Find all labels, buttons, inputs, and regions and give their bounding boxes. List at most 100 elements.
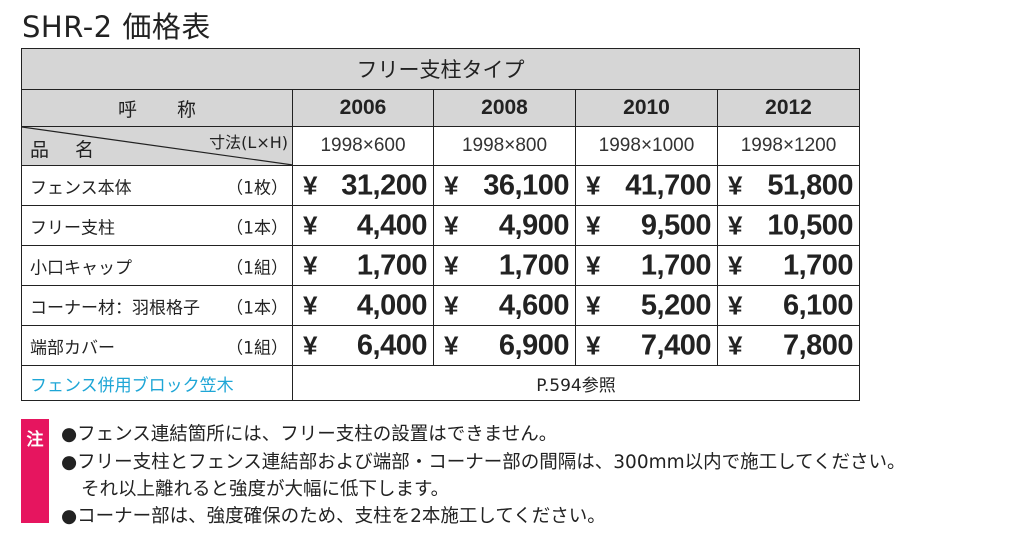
yen-sign: ¥: [586, 330, 601, 360]
column-code: 2012: [716, 89, 861, 127]
note-badge: 注: [21, 419, 49, 523]
yen-sign: ¥: [444, 170, 459, 200]
item-name: フェンス本体: [30, 178, 132, 198]
notes-section: 注 ●フェンス連結箇所には、フリー支柱の設置はできません。 ●フリー支柱とフェン…: [21, 419, 1011, 527]
price-amount: 7,800: [782, 329, 854, 361]
price-cell: ¥6,400: [292, 325, 434, 366]
column-code: 2006: [292, 89, 434, 127]
price-amount: 36,100: [483, 169, 569, 201]
price-cell: ¥4,900: [433, 205, 576, 246]
item-name: 端部カバー: [30, 338, 115, 358]
table-row: コーナー材：羽根格子 （1本） ¥4,000 ¥4,600 ¥5,200 ¥6,100: [21, 285, 861, 326]
yen-sign: ¥: [586, 290, 601, 320]
yen-sign: ¥: [303, 250, 318, 280]
price-amount: 7,400: [640, 329, 712, 361]
yen-sign: ¥: [303, 170, 318, 200]
yen-sign: ¥: [303, 290, 318, 320]
price-amount: 1,700: [356, 249, 428, 281]
diagonal-divider: [22, 127, 292, 165]
note-line: それ以上離れると強度が大幅に低下します。: [81, 479, 450, 500]
block-coping-link[interactable]: フェンス併用ブロック笠木: [21, 365, 293, 401]
price-amount: 5,200: [640, 289, 712, 321]
item-cell: 小口キャップ （1組）: [21, 245, 293, 286]
item-cell: フリー支柱 （1本）: [21, 205, 293, 246]
price-cell: ¥51,800: [716, 165, 861, 206]
price-amount: 1,700: [782, 249, 854, 281]
note-line: ●コーナー部は、強度確保のため、支柱を2本施工してください。: [61, 506, 606, 527]
price-amount: 4,400: [356, 209, 428, 241]
yen-sign: ¥: [586, 210, 601, 240]
yen-sign: ¥: [444, 210, 459, 240]
note-line: ●フェンス連結箇所には、フリー支柱の設置はできません。: [61, 424, 558, 445]
column-size: 1998×1200: [716, 126, 861, 166]
table-row: フェンス本体 （1枚） ¥31,200 ¥36,100 ¥41,700 ¥51,800: [21, 165, 861, 206]
yen-sign: ¥: [586, 250, 601, 280]
price-amount: 4,000: [356, 289, 428, 321]
item-cell: コーナー材：羽根格子 （1本）: [21, 285, 293, 326]
price-amount: 31,200: [341, 169, 427, 201]
price-amount: 41,700: [625, 169, 711, 201]
table-row: 端部カバー （1組） ¥6,400 ¥6,900 ¥7,400 ¥7,800: [21, 325, 861, 366]
price-cell: ¥1,700: [292, 245, 434, 286]
item-unit: （1本）: [226, 298, 288, 318]
price-cell: ¥7,400: [575, 325, 718, 366]
price-amount: 4,900: [498, 209, 570, 241]
note-line: ●フリー支柱とフェンス連結部および端部・コーナー部の間隔は、300mm以内で施工…: [61, 452, 906, 473]
column-size: 1998×1000: [575, 126, 718, 166]
yen-sign: ¥: [303, 330, 318, 360]
item-unit: （1組）: [226, 258, 288, 278]
price-cell: ¥1,700: [716, 245, 861, 286]
price-cell: ¥4,000: [292, 285, 434, 326]
price-cell: ¥5,200: [575, 285, 718, 326]
price-amount: 51,800: [767, 169, 854, 201]
price-cell: ¥41,700: [575, 165, 718, 206]
yen-sign: ¥: [444, 290, 459, 320]
header-label: 呼称: [21, 89, 293, 127]
price-cell: ¥1,700: [575, 245, 718, 286]
item-unit: （1枚）: [226, 178, 288, 198]
yen-sign: ¥: [728, 170, 743, 200]
item-name: 小口キャップ: [30, 258, 132, 278]
price-cell: ¥4,400: [292, 205, 434, 246]
price-cell: ¥6,900: [433, 325, 576, 366]
item-label: 品名: [30, 139, 121, 161]
price-amount: 6,100: [782, 289, 854, 321]
table-row: 小口キャップ （1組） ¥1,700 ¥1,700 ¥1,700 ¥1,700: [21, 245, 861, 286]
item-unit: （1組）: [226, 338, 288, 358]
price-cell: ¥7,800: [716, 325, 861, 366]
price-cell: ¥36,100: [433, 165, 576, 206]
price-amount: 1,700: [498, 249, 570, 281]
column-size: 1998×800: [433, 126, 576, 166]
price-cell: ¥4,600: [433, 285, 576, 326]
item-dimension-header: 寸法(L×H) 品名: [21, 126, 293, 166]
price-cell: ¥1,700: [433, 245, 576, 286]
table-caption: フリー支柱タイプ: [20, 48, 861, 90]
price-cell: ¥31,200: [292, 165, 434, 206]
price-cell: ¥6,100: [716, 285, 861, 326]
item-name: コーナー材：羽根格子: [30, 298, 200, 318]
yen-sign: ¥: [728, 330, 743, 360]
item-name: フリー支柱: [30, 218, 115, 238]
price-amount: 1,700: [640, 249, 712, 281]
price-amount: 4,600: [498, 289, 570, 321]
table-row: フリー支柱 （1本） ¥4,400 ¥4,900 ¥9,500 ¥10,500: [21, 205, 861, 246]
column-code: 2008: [433, 89, 576, 127]
yen-sign: ¥: [303, 210, 318, 240]
yen-sign: ¥: [728, 210, 743, 240]
page-title: SHR-2 価格表: [22, 10, 211, 44]
column-size: 1998×600: [292, 126, 434, 166]
item-cell: フェンス本体 （1枚）: [21, 165, 293, 206]
yen-sign: ¥: [586, 170, 601, 200]
item-cell: 端部カバー （1組）: [21, 325, 293, 366]
price-cell: ¥9,500: [575, 205, 718, 246]
price-table: フリー支柱タイプ 呼称 2006 2008 2010 2012 寸法(L×H) …: [20, 48, 861, 401]
price-amount: 10,500: [767, 209, 854, 241]
item-unit: （1本）: [226, 218, 288, 238]
yen-sign: ¥: [728, 290, 743, 320]
column-code: 2010: [575, 89, 718, 127]
page-reference: P.594参照: [291, 365, 861, 401]
yen-sign: ¥: [444, 330, 459, 360]
dimension-label: 寸法(L×H): [209, 133, 288, 152]
yen-sign: ¥: [444, 250, 459, 280]
price-cell: ¥10,500: [716, 205, 861, 246]
